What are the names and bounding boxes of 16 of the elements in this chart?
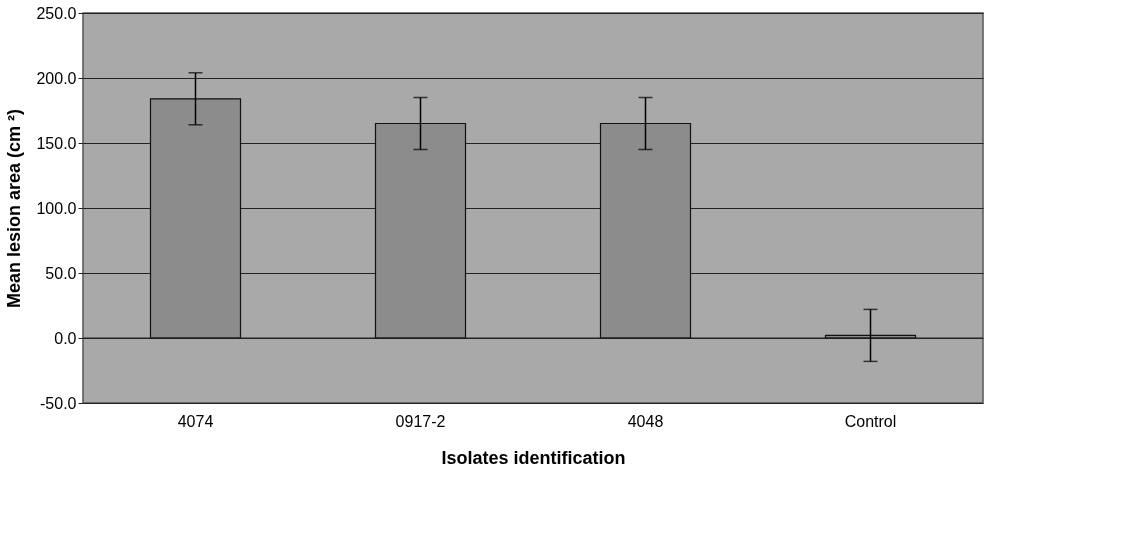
y-tick-label: 200.0 — [36, 69, 77, 87]
bar — [149, 98, 242, 339]
bar — [599, 122, 692, 339]
bar — [374, 122, 467, 339]
x-axis-title: Isolates identification — [441, 447, 626, 468]
x-tick-label: 4074 — [177, 412, 214, 430]
y-tick-label: 250.0 — [36, 4, 77, 22]
x-tick-label: 4048 — [627, 412, 664, 430]
y-tick-label: 100.0 — [36, 199, 77, 217]
y-tick-label: 50.0 — [45, 264, 77, 282]
x-tick-label: 0917-2 — [395, 412, 446, 430]
x-tick-label: Control — [844, 412, 897, 430]
y-tick-label: 150.0 — [36, 134, 77, 152]
y-axis-title: Mean lesion area (cm ²) — [4, 108, 25, 309]
y-tick-label: 0.0 — [54, 329, 77, 347]
y-tick-label: -50.0 — [40, 394, 77, 412]
